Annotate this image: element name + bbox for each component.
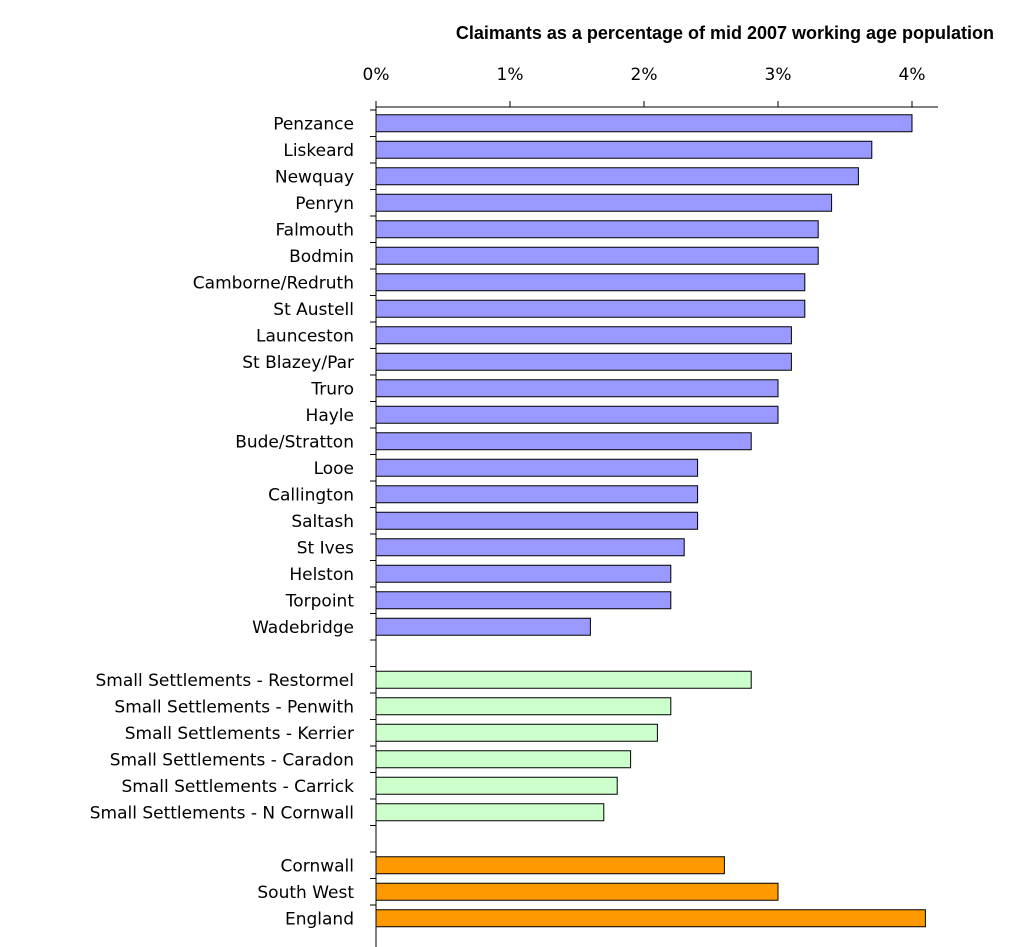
category-label: Helston [289,565,354,585]
bar-st-ives [375,538,685,557]
bar-looe [375,458,699,477]
bar-callington [375,485,699,504]
bar-bude-stratton [375,432,752,451]
bar-torpoint [375,591,672,610]
category-label: Camborne/Redruth [193,273,354,293]
category-label: St Ives [297,538,354,558]
x-tick-label: 2% [631,65,658,85]
bar-hayle [375,405,779,424]
x-tick-label: 1% [497,65,524,85]
category-label: Small Settlements - Carrick [121,777,354,797]
bar-small-settlements-caradon [375,750,632,769]
bar-st-blazey-par [375,352,792,371]
bar-small-settlements-kerrier [375,723,658,742]
category-label: Wadebridge [252,618,354,638]
category-label: St Blazey/Par [242,353,354,373]
bar-layer [375,114,926,928]
bar-helston [375,564,672,583]
x-tick-label: 3% [765,65,792,85]
category-label: Looe [314,459,354,479]
category-label: Small Settlements - Caradon [110,750,354,770]
bar-penzance [375,114,913,133]
category-label: Falmouth [275,220,354,240]
category-label: South West [257,883,354,903]
category-label: Small Settlements - Penwith [114,697,354,717]
category-label: St Austell [273,300,354,320]
x-tick-label: 0% [363,65,390,85]
bar-penryn [375,193,833,212]
bar-cornwall [375,856,725,875]
category-label: Bude/Stratton [235,432,354,452]
category-label: Small Settlements - Restormel [95,671,354,691]
bar-south-west [375,882,779,901]
bar-small-settlements-penwith [375,697,672,716]
bar-saltash [375,511,699,530]
category-label: Small Settlements - N Cornwall [90,803,354,823]
bar-wadebridge [375,617,591,636]
bar-falmouth [375,220,819,239]
chart-title: Claimants as a percentage of mid 2007 wo… [456,23,994,43]
bar-bodmin [375,246,819,265]
bar-launceston [375,326,792,345]
category-label: Penryn [295,194,354,214]
category-label-layer: Penzance Liskeard Newquay Penryn Falmouth Bod… [90,114,355,929]
category-label: Launceston [256,326,354,346]
bar-newquay [375,167,859,186]
category-label: Liskeard [283,141,354,161]
category-label: Newquay [275,167,354,187]
bar-england [375,909,926,928]
category-label: Small Settlements - Kerrier [125,724,354,744]
bar-truro [375,379,779,398]
category-label: Penzance [273,114,354,134]
category-label: England [285,909,354,929]
category-label: Bodmin [289,247,354,267]
bar-small-settlements-carrick [375,776,618,795]
category-label: Cornwall [280,856,354,876]
category-label: Truro [310,379,354,399]
x-tick-label: 4% [899,65,926,85]
bar-camborne-redruth [375,273,806,292]
category-label: Saltash [291,512,354,532]
category-label: Hayle [306,406,354,426]
bar-st-austell [375,299,806,318]
category-label: Torpoint [285,591,355,611]
bar-liskeard [375,140,873,159]
bar-small-settlements-n-cornwall [375,803,605,822]
category-label: Callington [268,485,354,505]
bar-small-settlements-restormel [375,670,752,689]
